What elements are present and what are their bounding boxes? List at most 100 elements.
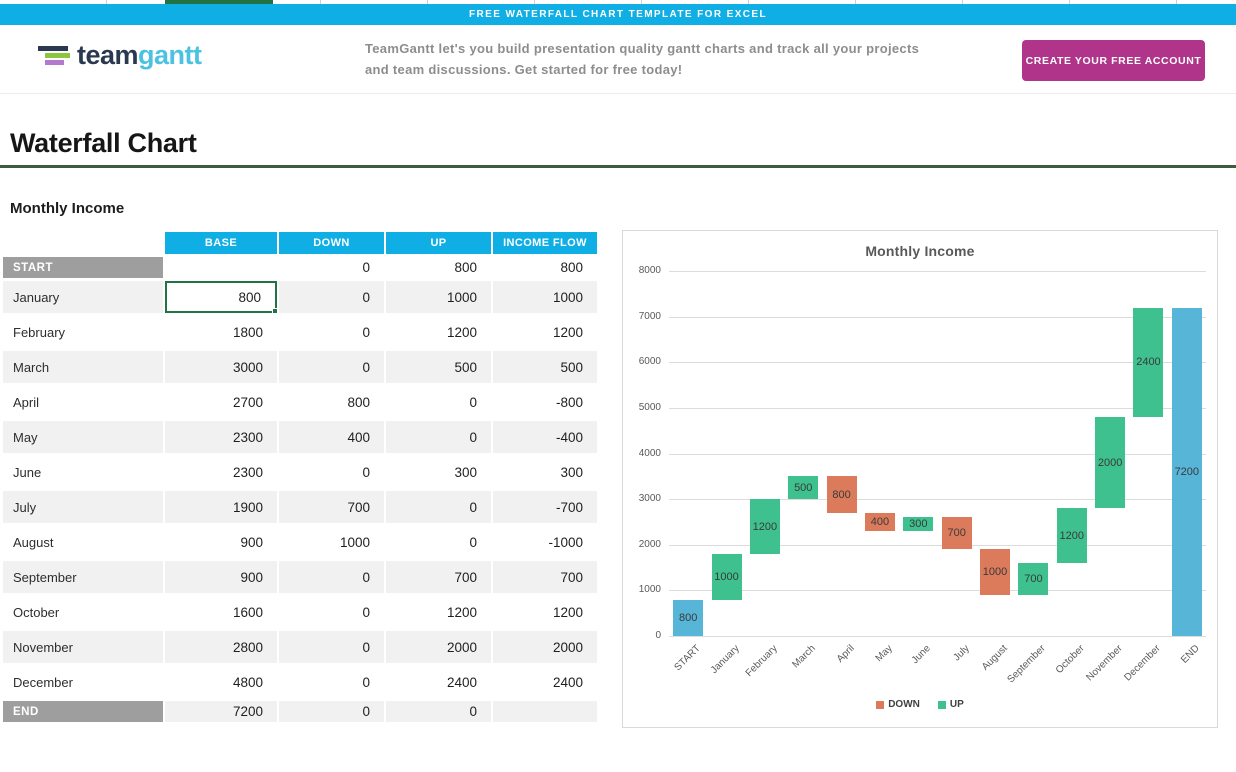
table-cell[interactable]: 900: [240, 534, 263, 550]
table-cell[interactable]: -800: [555, 394, 583, 410]
table-cell[interactable]: 0: [469, 534, 477, 550]
legend-item-down: DOWN: [876, 699, 920, 710]
chart-card: Monthly Income 800 1000 1200 500 800 400 300 70…: [622, 230, 1218, 728]
bar-data-label: 700: [1024, 572, 1043, 585]
row-label-end[interactable]: END: [3, 701, 163, 722]
x-axis-label: START: [672, 643, 703, 674]
table-cell[interactable]: 1000: [493, 281, 597, 313]
row-label-november[interactable]: November: [3, 631, 163, 663]
section-title: Monthly Income: [10, 200, 125, 217]
table-cell[interactable]: 2300: [165, 421, 277, 453]
waterfall-bar-april: 800: [826, 476, 857, 513]
row-label-start[interactable]: START: [3, 257, 163, 278]
table-cell[interactable]: 1000: [386, 281, 491, 313]
y-axis-tick: 4000: [638, 447, 661, 459]
table-cell[interactable]: 1200: [446, 324, 477, 340]
table-cell[interactable]: 2700: [232, 394, 263, 410]
table-cell[interactable]: 0: [362, 324, 370, 340]
table-cell[interactable]: 7200: [165, 701, 277, 722]
column-header-down[interactable]: DOWN: [279, 232, 384, 254]
table-cell[interactable]: -1000: [548, 534, 583, 550]
table-cell[interactable]: 3000: [165, 351, 277, 383]
table-cell[interactable]: 300: [560, 464, 583, 480]
promo-banner[interactable]: FREE WATERFALL CHART TEMPLATE FOR EXCEL: [0, 4, 1236, 25]
waterfall-bar-start: 800: [673, 599, 704, 636]
table-cell[interactable]: -700: [493, 491, 597, 523]
table-cell[interactable]: 0: [362, 604, 370, 620]
table-cell[interactable]: 0: [469, 394, 477, 410]
column-header-base[interactable]: BASE: [165, 232, 277, 254]
table-cell[interactable]: 500: [386, 351, 491, 383]
table-cell[interactable]: 1000: [339, 534, 370, 550]
table-cell[interactable]: 2000: [386, 631, 491, 663]
legend-label: UP: [949, 699, 964, 710]
table-cell[interactable]: 900: [165, 561, 277, 593]
table-cell[interactable]: 2300: [232, 464, 263, 480]
row-label-may[interactable]: May: [3, 421, 163, 453]
table-cell[interactable]: 0: [279, 701, 384, 722]
row-label-july[interactable]: July: [3, 491, 163, 523]
table-cell[interactable]: 300: [454, 464, 477, 480]
table-cell[interactable]: 1900: [165, 491, 277, 523]
table-cell[interactable]: 0: [279, 561, 384, 593]
table-cell[interactable]: 0: [279, 351, 384, 383]
table-cell[interactable]: 0: [386, 491, 491, 523]
table-cell[interactable]: 1600: [232, 604, 263, 620]
page-title: Waterfall Chart: [0, 128, 1236, 168]
column-header-up[interactable]: UP: [386, 232, 491, 254]
row-label-february[interactable]: February: [13, 324, 66, 340]
table-cell[interactable]: 0: [386, 701, 491, 722]
column-header-income-flow[interactable]: INCOME FLOW: [493, 232, 597, 254]
table-cell[interactable]: 0: [362, 464, 370, 480]
waterfall-bar-march: 500: [788, 476, 819, 500]
waterfall-bar-february: 1200: [749, 499, 780, 554]
table-cell[interactable]: 500: [493, 351, 597, 383]
table-cell[interactable]: 0: [386, 421, 491, 453]
table-cell[interactable]: 700: [386, 561, 491, 593]
row-label-december[interactable]: December: [13, 674, 73, 690]
table-cell[interactable]: 700: [493, 561, 597, 593]
table-cell[interactable]: 4800: [232, 674, 263, 690]
table-cell[interactable]: 0: [362, 674, 370, 690]
row-label-april[interactable]: April: [13, 394, 40, 410]
table-cell[interactable]: 2400: [552, 674, 583, 690]
row-label-september[interactable]: September: [3, 561, 163, 593]
row-label-june[interactable]: June: [13, 464, 42, 480]
teamgantt-logo[interactable]: teamgantt: [38, 42, 202, 69]
table-cell[interactable]: 2400: [446, 674, 477, 690]
table-cell[interactable]: 1800: [232, 324, 263, 340]
row-label-march[interactable]: March: [3, 351, 163, 383]
table-cell[interactable]: 800: [560, 260, 583, 275]
waterfall-bar-december: 2400: [1133, 307, 1164, 417]
waterfall-bar-july: 700: [941, 517, 972, 550]
row-label-october[interactable]: October: [13, 604, 60, 620]
row-label-january[interactable]: January: [3, 281, 163, 313]
x-axis-label: April: [834, 643, 857, 665]
table-cell[interactable]: 0: [279, 631, 384, 663]
table-cell[interactable]: 800: [347, 394, 370, 410]
x-axis-label: September: [1005, 643, 1049, 686]
fill-handle[interactable]: [272, 308, 278, 314]
chart-legend: DOWN UP: [623, 699, 1217, 710]
table-cell[interactable]: [165, 257, 277, 278]
table-cell[interactable]: 0: [362, 260, 370, 275]
table-cell[interactable]: 0: [279, 281, 384, 313]
create-account-button[interactable]: CREATE YOUR FREE ACCOUNT: [1022, 40, 1205, 81]
table-cell[interactable]: 400: [279, 421, 384, 453]
table-cell[interactable]: -400: [493, 421, 597, 453]
table-cell[interactable]: 2800: [165, 631, 277, 663]
row-label-august[interactable]: August: [13, 534, 54, 550]
table-cell[interactable]: 2000: [493, 631, 597, 663]
gridline: [669, 544, 1206, 546]
table-cell[interactable]: 800: [454, 260, 477, 275]
x-axis-label: December: [1122, 643, 1164, 684]
table-cell[interactable]: [493, 701, 597, 722]
gridline: [669, 590, 1206, 592]
table-cell[interactable]: 1200: [552, 604, 583, 620]
selected-cell[interactable]: 800: [165, 281, 278, 314]
gridline: [669, 407, 1206, 409]
table-cell[interactable]: 1200: [552, 324, 583, 340]
table-cell[interactable]: 1200: [446, 604, 477, 620]
table-cell[interactable]: 700: [279, 491, 384, 523]
gridline: [669, 362, 1206, 364]
